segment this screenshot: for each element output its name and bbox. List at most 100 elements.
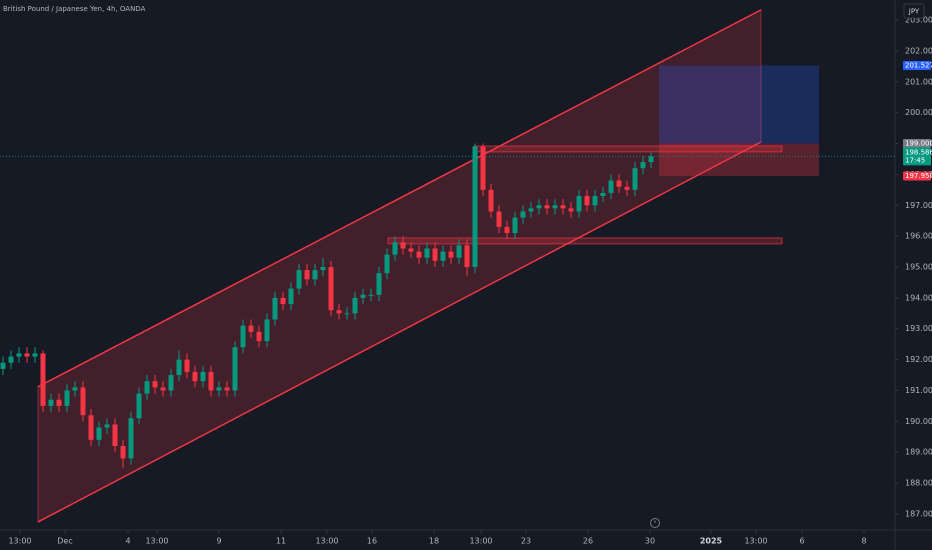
y-tick-label: 202.000 [905,46,932,55]
y-tick-label: 203.000 [905,16,932,25]
candle-body [504,226,510,234]
x-tick-label: 18 [429,537,439,546]
channel-line [37,9,762,388]
candle-body [184,359,190,372]
entry-badge [903,139,931,149]
candle-body [160,387,166,391]
currency-button[interactable] [903,3,925,19]
y-tick-label: 188.000 [905,479,932,488]
candle-body [552,205,558,209]
x-tick-label: 6 [799,537,804,546]
candle-body [168,375,174,391]
stop-badge [903,171,931,181]
x-tick-label: 4 [125,537,130,546]
candle-body [16,353,22,357]
candle-body [464,245,470,268]
candle-body [440,251,446,261]
candle-body [640,162,646,169]
candle-body [40,353,46,406]
candle-body [528,208,534,212]
candle-body [264,319,270,342]
candle-body [192,371,198,382]
chart-title: British Pound / Japanese Yen, 4h, OANDA [3,5,146,13]
candle-body [216,387,222,391]
candle-body [224,387,230,391]
candle-body [208,371,214,391]
candle-body [592,196,598,206]
candle-body [632,168,638,190]
position-target [659,65,819,144]
candle-body [328,267,334,311]
candle-body [112,424,118,447]
x-tick-label: 13:00 [8,537,31,546]
currency-label[interactable]: JPY [908,8,920,16]
y-tick-label: 191.000 [905,386,932,395]
candle-body [280,297,286,305]
y-tick-label: 193.000 [905,324,932,333]
candle-body [648,156,654,163]
candle-body [24,353,30,357]
target-badge [903,61,931,71]
candle-body [288,288,294,305]
candle-body [200,371,206,382]
candle-body [472,146,478,268]
candle-body [576,196,582,212]
axes: 187.000 188.000 189.000 190.000 191.000 192.0… [8,16,932,546]
x-tick-label: Dec [57,537,72,546]
y-tick-label: 201.000 [905,77,932,86]
candle-body [480,146,486,190]
x-tick-label: 9 [216,537,221,546]
target-label: 201.527 [905,62,932,70]
candle-body [488,189,494,212]
candle-body [304,270,310,280]
candle-body [384,254,390,274]
candle-body [152,381,158,388]
candle-body [0,362,6,369]
x-tick-label: 13:00 [744,537,767,546]
candle-body [72,387,78,391]
countdown: 17:45 [905,156,925,164]
candle-body [512,217,518,234]
candle-body [176,359,182,376]
candle-body [48,399,54,406]
x-tick-label: 8 [861,537,866,546]
candle-body [368,294,374,296]
stop-label: 197.950 [905,172,932,180]
candle-body [600,192,606,197]
x-tick-label: 30 [645,537,655,546]
y-tick-label: 190.000 [905,417,932,426]
candle-body [8,356,14,363]
candle-body [416,251,422,258]
candle-body [336,310,342,314]
candle-body [120,446,126,459]
candle-body [520,211,526,218]
candle-body [456,245,462,258]
candle-body [584,196,590,206]
candle-body [248,325,254,332]
x-tick-label: 16 [367,537,377,546]
candle-body [360,294,366,298]
candle-body [32,353,38,357]
y-tick-label: 189.000 [905,448,932,457]
candle-body [608,180,614,193]
candle-body [320,267,326,271]
x-tick-label: 2025 [700,537,723,546]
candle-body [544,205,550,209]
entry-label: 199.000 [905,140,932,148]
candle-body [56,399,62,406]
candle-body [272,297,278,320]
candle-body [568,208,574,212]
x-tick-label: 13:00 [315,537,338,546]
candle-body [104,424,110,428]
x-tick-label: 11 [276,537,286,546]
candle-body [448,251,454,258]
y-tick-label: 200.000 [905,108,932,117]
y-tick-label: 195.000 [905,263,932,272]
candle-body [616,180,622,187]
candle-body [392,242,398,255]
clock-icon[interactable] [650,518,660,528]
x-tick-label: 13:00 [145,537,168,546]
